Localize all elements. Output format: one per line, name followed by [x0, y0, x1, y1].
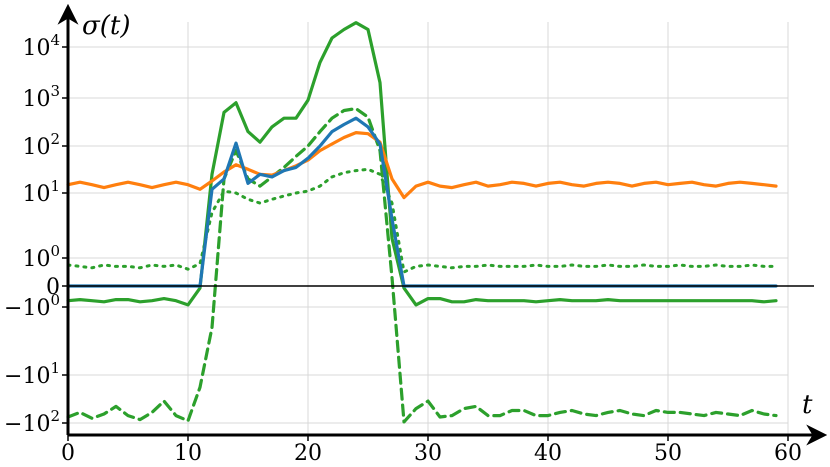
series-line-3-dotted: [66, 167, 778, 274]
series-line-2-dashed: [66, 106, 778, 424]
x-tick-label: 20: [294, 441, 322, 466]
series-line-5-solid: [66, 116, 778, 288]
x-axis-title: t: [802, 390, 813, 420]
x-tick-label: 10: [174, 441, 202, 466]
y-tick-label: 103: [22, 82, 60, 112]
series-line-4-solid: [66, 131, 778, 200]
y-tick-label: 102: [22, 130, 60, 160]
x-tick-label: 50: [654, 441, 682, 466]
y-tick-label: 101: [22, 177, 60, 207]
y-tick-label: −101: [4, 359, 60, 389]
x-tick-label: 40: [534, 441, 562, 466]
x-tick-label: 30: [414, 441, 442, 466]
series-group: [66, 21, 778, 424]
tick-labels: 0 10 20 30 40 50 601041031021011000−100−101−10…: [4, 31, 802, 466]
y-tick-label: 104: [22, 31, 60, 61]
x-tick-label: 0: [61, 441, 75, 466]
grid: [68, 22, 789, 435]
y-axis-title: σ(t): [82, 11, 130, 41]
y-tick-label: 0: [46, 275, 60, 300]
y-tick-label: −102: [4, 407, 60, 437]
axes: [57, 3, 828, 446]
y-tick-label: −100: [4, 291, 60, 321]
y-tick-label: 100: [22, 242, 60, 272]
series-line-1-solid: [66, 21, 778, 307]
x-tick-label: 60: [774, 441, 802, 466]
